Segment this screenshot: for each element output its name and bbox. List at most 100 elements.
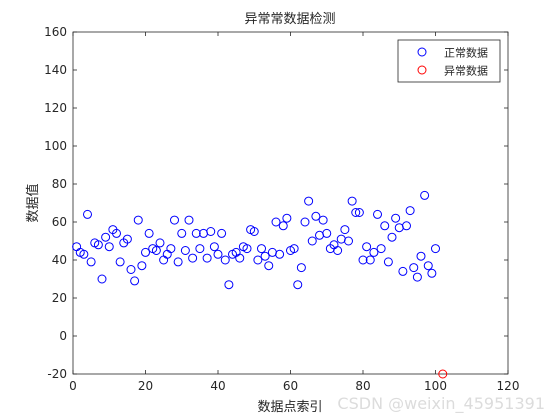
- y-tick-label: 100: [44, 139, 67, 153]
- normal-data-point: [242, 244, 252, 254]
- normal-data-point: [101, 232, 111, 242]
- x-tick-label: 120: [497, 379, 520, 393]
- normal-data-point: [257, 244, 266, 254]
- normal-data-point: [344, 236, 353, 246]
- normal-data-point: [369, 247, 379, 257]
- normal-data-point: [137, 261, 147, 271]
- normal-data-point: [402, 221, 411, 231]
- normal-data-point: [398, 266, 408, 276]
- legend-marker-normal: [417, 47, 427, 57]
- normal-data-point: [173, 257, 183, 267]
- normal-data-point: [133, 215, 143, 225]
- legend: 正常数据 异常数据: [397, 39, 501, 83]
- y-tick-label: 160: [44, 25, 67, 39]
- normal-data-point: [365, 255, 375, 265]
- normal-data-point: [307, 236, 317, 246]
- y-axis-label: 数据值: [25, 183, 41, 222]
- normal-data-point: [318, 215, 328, 225]
- normal-data-point: [333, 246, 343, 255]
- y-tick-label: 140: [44, 63, 67, 77]
- normal-data-point: [209, 242, 219, 252]
- normal-data-point: [423, 261, 433, 271]
- normal-data-point: [420, 190, 430, 200]
- anomaly-data-series: [438, 369, 448, 379]
- normal-data-point: [220, 255, 230, 265]
- normal-data-point: [300, 217, 310, 227]
- normal-data-point: [130, 276, 140, 286]
- x-tick-label: 40: [210, 379, 225, 393]
- normal-data-point: [206, 227, 216, 236]
- normal-data-point: [86, 257, 96, 267]
- x-tick-label: 0: [69, 379, 77, 393]
- normal-data-point: [322, 228, 332, 238]
- normal-data-point: [387, 232, 397, 242]
- watermark: CSDN @weixin_45951391: [337, 394, 545, 414]
- normal-data-point: [412, 272, 422, 282]
- normal-data-point: [97, 274, 107, 284]
- normal-data-point: [166, 244, 176, 254]
- legend-marker-anomaly: [417, 65, 427, 75]
- y-tick-label: 20: [52, 291, 67, 305]
- normal-data-point: [271, 217, 281, 227]
- legend-box: [397, 39, 501, 83]
- normal-data-point: [188, 253, 198, 263]
- normal-data-point: [126, 265, 136, 274]
- y-tick-label: 80: [52, 177, 67, 191]
- anomaly-data-point: [438, 369, 448, 379]
- normal-data-point: [155, 238, 165, 248]
- normal-data-point: [275, 249, 285, 259]
- normal-data-point: [249, 227, 259, 236]
- normal-data-point: [304, 196, 314, 206]
- normal-data-point: [93, 240, 103, 250]
- normal-data-point: [282, 213, 292, 223]
- normal-data-point: [224, 280, 234, 290]
- normal-data-point: [141, 247, 150, 257]
- normal-data-point: [104, 242, 114, 252]
- normal-data-point: [180, 246, 190, 255]
- normal-data-point: [217, 228, 227, 238]
- normal-data-point: [151, 246, 161, 255]
- x-axis-label: 数据点索引: [257, 400, 322, 415]
- normal-data-point: [340, 225, 350, 235]
- normal-data-point: [427, 268, 437, 278]
- normal-data-point: [191, 228, 201, 238]
- normal-data-point: [405, 206, 415, 216]
- normal-data-point: [177, 228, 187, 238]
- normal-data-point: [195, 244, 205, 254]
- x-axis-ticks: 0 20 40 60 80 100 120: [69, 32, 519, 393]
- y-tick-label: 60: [52, 215, 67, 229]
- normal-data-point: [235, 253, 245, 263]
- x-tick-label: 100: [424, 379, 447, 393]
- normal-data-point: [362, 242, 372, 252]
- y-axis-ticks: -20 0 20 40 60 80 100 120 140 160: [44, 25, 508, 381]
- normal-data-point: [202, 253, 212, 263]
- x-tick-label: 20: [138, 379, 153, 393]
- normal-data-point: [373, 209, 382, 219]
- chart-title: 异常常数据检测: [244, 12, 335, 27]
- normal-data-point: [376, 244, 386, 254]
- normal-data-point: [289, 244, 299, 254]
- x-tick-label: 80: [355, 379, 370, 393]
- normal-data-point: [380, 221, 390, 231]
- y-tick-label: -20: [47, 367, 67, 381]
- normal-data-point: [115, 257, 125, 267]
- normal-data-point: [213, 249, 223, 259]
- normal-data-series: [72, 190, 440, 290]
- normal-data-point: [253, 255, 263, 265]
- normal-data-point: [358, 255, 368, 265]
- normal-data-point: [170, 215, 179, 225]
- normal-data-point: [383, 257, 393, 267]
- normal-data-point: [409, 263, 419, 273]
- normal-data-point: [311, 211, 321, 221]
- y-tick-label: 120: [44, 101, 67, 115]
- normal-data-point: [351, 208, 361, 217]
- normal-data-point: [83, 209, 92, 219]
- x-tick-label: 60: [283, 379, 298, 393]
- normal-data-point: [264, 261, 274, 271]
- normal-data-point: [391, 213, 401, 223]
- normal-data-point: [79, 249, 89, 259]
- normal-data-point: [144, 228, 154, 238]
- plot-area: [72, 31, 509, 375]
- normal-data-point: [278, 221, 288, 231]
